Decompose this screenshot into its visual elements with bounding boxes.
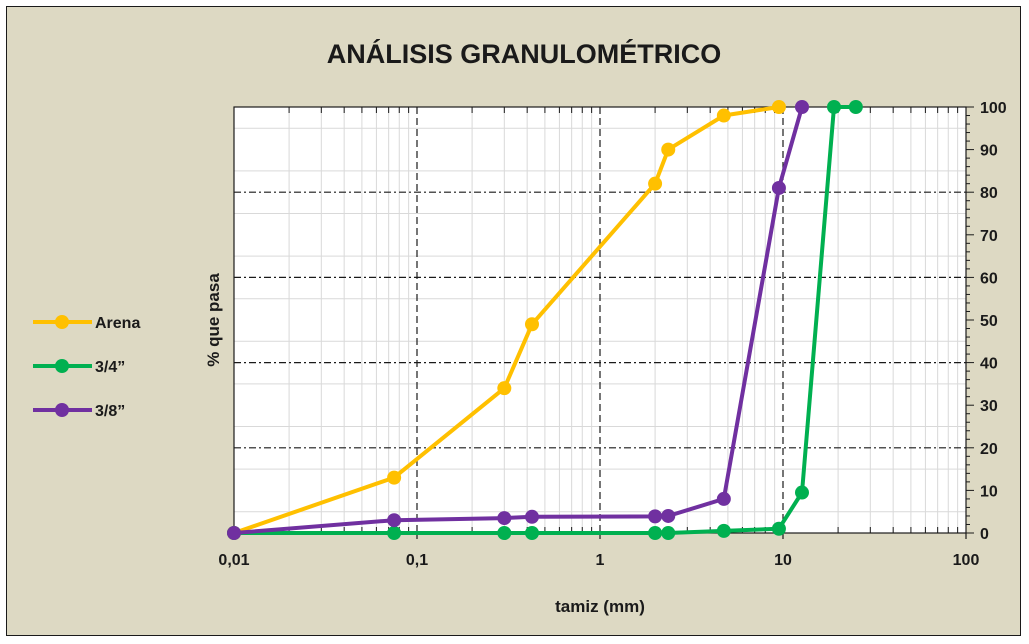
data-point <box>648 509 663 524</box>
data-point <box>716 523 731 538</box>
x-tick-label: 10 <box>774 552 792 569</box>
data-point <box>497 511 512 526</box>
plot-area <box>233 106 967 534</box>
data-point <box>387 470 402 485</box>
data-point <box>827 100 842 114</box>
data-point <box>648 526 663 540</box>
y-tick-labels: 0 10 20 30 40 50 60 70 80 90 100 <box>980 100 1007 543</box>
legend-label: 3/8” <box>95 403 125 420</box>
major-gridlines <box>234 107 966 533</box>
legend-label: 3/4” <box>95 359 125 376</box>
y-tick-label: 10 <box>980 483 998 500</box>
y-tick-label: 20 <box>980 441 998 458</box>
data-point <box>848 100 863 114</box>
legend-item: 3/8” <box>33 403 125 420</box>
data-point <box>661 526 676 540</box>
y-tick-label: 80 <box>980 185 998 202</box>
data-point <box>661 142 676 157</box>
legend-item: 3/4” <box>33 359 125 376</box>
data-point <box>648 176 663 191</box>
x-tick-labels: 0,01 0,1 1 10 100 <box>218 552 979 569</box>
data-point <box>771 521 786 536</box>
chart-title: ANÁLISIS GRANULOMÉTRICO <box>327 38 722 69</box>
y-tick-label: 0 <box>980 526 989 543</box>
series-line <box>233 105 780 535</box>
x-tick-label: 1 <box>596 552 605 569</box>
y-tick-label: 70 <box>980 228 998 245</box>
y-tick-label: 50 <box>980 313 998 330</box>
data-point <box>771 100 786 114</box>
legend-label: Arena <box>95 315 140 332</box>
x-tick-label: 0,1 <box>406 552 428 569</box>
data-point <box>716 491 731 506</box>
x-tick-label: 0,01 <box>218 552 249 569</box>
series-3 <box>227 100 809 540</box>
series-layer <box>227 100 863 540</box>
y-tick-label: 40 <box>980 356 998 373</box>
y-axis-label: % que pasa <box>204 273 223 367</box>
data-point <box>524 509 539 524</box>
x-axis-label: tamiz (mm) <box>555 597 645 616</box>
y-tick-label: 90 <box>980 143 998 160</box>
legend-item: Arena <box>33 315 140 332</box>
legend: Arena 3/4” 3/8” <box>33 315 140 420</box>
legend-marker <box>55 315 69 329</box>
data-point <box>227 526 241 540</box>
data-point <box>497 381 512 396</box>
data-point <box>524 526 539 540</box>
data-point <box>387 526 402 540</box>
data-point <box>771 180 786 195</box>
data-point <box>497 526 512 540</box>
data-point <box>794 100 809 114</box>
data-point <box>387 513 402 528</box>
y-tick-label: 60 <box>980 270 998 287</box>
data-point <box>524 317 539 332</box>
y-tick-label: 30 <box>980 398 998 415</box>
series-2 <box>227 100 863 540</box>
data-point <box>716 108 731 123</box>
legend-marker <box>55 359 69 373</box>
y-tick-label: 100 <box>980 100 1007 117</box>
legend-marker <box>55 403 69 417</box>
data-point <box>661 508 676 523</box>
series-1 <box>227 100 786 540</box>
x-tick-label: 100 <box>953 552 980 569</box>
data-point <box>794 485 809 500</box>
